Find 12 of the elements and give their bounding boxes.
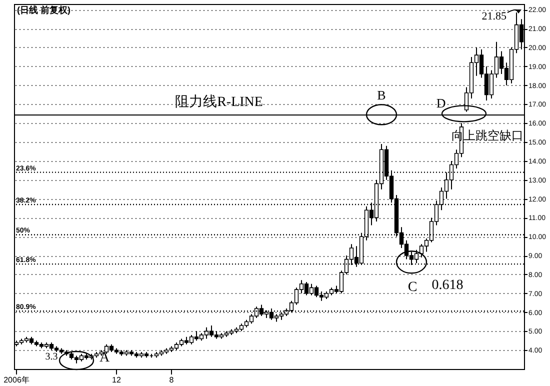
x-tick-label: 2006年 [4,376,30,384]
chart-title: (日线 前复权) [17,5,70,15]
x-tick-label: 12 [112,376,122,384]
x-tick-label: 8 [169,376,174,384]
annotation: C [408,280,418,296]
annotation: 0.618 [432,278,464,294]
annotation: A [99,350,110,366]
ref-line-label: 阻力线R-LINE [175,94,263,110]
annotation: 21.85 [482,10,507,23]
annotation: B [377,88,386,103]
annotation: 3.3 [45,351,58,362]
annotation: D [436,96,446,111]
